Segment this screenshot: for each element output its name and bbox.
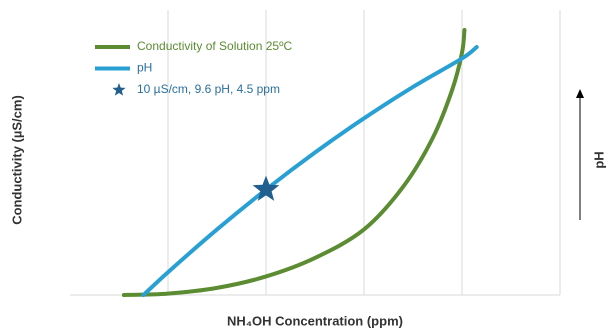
series-line [141,45,479,297]
legend-marker [112,83,126,96]
y2-arrow-head [576,89,584,98]
legend-label: pH [137,61,152,75]
legend-label: Conductivity of Solution 25ºC [137,39,292,53]
series-line [121,27,467,297]
y2-axis-label: pH [591,151,606,168]
x-axis-label: NH₄OH Concentration (ppm) [227,313,403,328]
legend-label: 10 µS/cm, 9.6 pH, 4.5 ppm [137,82,280,96]
y-axis-label: Conductivity (µS/cm) [9,95,24,225]
star-marker [252,175,280,201]
